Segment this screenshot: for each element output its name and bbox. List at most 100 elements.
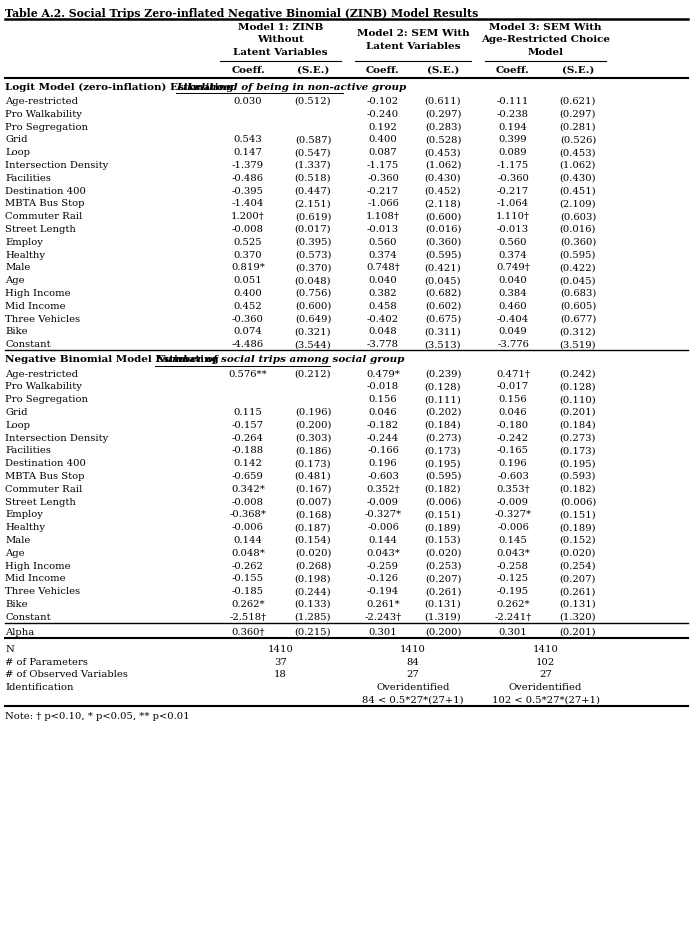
Text: -4.486: -4.486 bbox=[232, 340, 264, 349]
Text: -0.486: -0.486 bbox=[232, 173, 264, 183]
Text: 0.262*: 0.262* bbox=[231, 599, 265, 608]
Text: (0.602): (0.602) bbox=[425, 301, 461, 311]
Text: (0.131): (0.131) bbox=[560, 599, 597, 608]
Text: Coeff.: Coeff. bbox=[496, 66, 530, 75]
Text: -0.368*: -0.368* bbox=[229, 510, 267, 519]
Text: # of Observed Variables: # of Observed Variables bbox=[5, 669, 128, 679]
Text: (0.649): (0.649) bbox=[295, 314, 331, 323]
Text: (0.611): (0.611) bbox=[425, 96, 462, 106]
Text: Loop: Loop bbox=[5, 148, 30, 157]
Text: (0.453): (0.453) bbox=[425, 148, 462, 157]
Text: (0.453): (0.453) bbox=[560, 148, 596, 157]
Text: 0.384: 0.384 bbox=[499, 288, 527, 298]
Text: (0.239): (0.239) bbox=[425, 369, 462, 378]
Text: (0.273): (0.273) bbox=[425, 433, 462, 442]
Text: (0.526): (0.526) bbox=[560, 135, 596, 144]
Text: 0.560: 0.560 bbox=[369, 238, 397, 246]
Text: 0.040: 0.040 bbox=[369, 276, 397, 285]
Text: -0.603: -0.603 bbox=[367, 472, 399, 480]
Text: (0.006): (0.006) bbox=[425, 497, 461, 506]
Text: 0.261*: 0.261* bbox=[366, 599, 400, 608]
Text: (1.337): (1.337) bbox=[295, 161, 331, 169]
Text: Model 1: ZINB: Model 1: ZINB bbox=[238, 22, 323, 32]
Text: (0.207): (0.207) bbox=[425, 574, 462, 583]
Text: MBTA Bus Stop: MBTA Bus Stop bbox=[5, 472, 85, 480]
Text: (1.285): (1.285) bbox=[295, 612, 331, 622]
Text: 0.460: 0.460 bbox=[499, 301, 527, 311]
Text: -1.379: -1.379 bbox=[232, 161, 264, 169]
Text: (0.452): (0.452) bbox=[425, 186, 462, 196]
Text: -2.243†: -2.243† bbox=[365, 612, 401, 622]
Text: 1.108†: 1.108† bbox=[366, 212, 400, 221]
Text: (1.062): (1.062) bbox=[425, 161, 462, 169]
Text: (1.062): (1.062) bbox=[560, 161, 596, 169]
Text: -1.175: -1.175 bbox=[367, 161, 399, 169]
Text: (0.283): (0.283) bbox=[425, 123, 462, 131]
Text: (0.200): (0.200) bbox=[295, 420, 331, 430]
Text: (0.261): (0.261) bbox=[425, 587, 462, 595]
Text: (0.182): (0.182) bbox=[560, 484, 596, 493]
Text: 0.040: 0.040 bbox=[499, 276, 527, 285]
Text: Healthy: Healthy bbox=[5, 522, 45, 532]
Text: (0.421): (0.421) bbox=[425, 263, 462, 272]
Text: (0.182): (0.182) bbox=[425, 484, 462, 493]
Text: (0.677): (0.677) bbox=[560, 314, 596, 323]
Text: 0.144: 0.144 bbox=[234, 535, 263, 545]
Text: -0.013: -0.013 bbox=[367, 225, 399, 234]
Text: Mid Income: Mid Income bbox=[5, 574, 66, 583]
Text: (1.320): (1.320) bbox=[560, 612, 596, 622]
Text: (0.430): (0.430) bbox=[425, 173, 462, 183]
Text: (0.595): (0.595) bbox=[425, 250, 462, 259]
Text: Employ: Employ bbox=[5, 238, 43, 246]
Text: -0.217: -0.217 bbox=[497, 186, 529, 196]
Text: (0.207): (0.207) bbox=[560, 574, 596, 583]
Text: (0.152): (0.152) bbox=[560, 535, 596, 545]
Text: Three Vehicles: Three Vehicles bbox=[5, 587, 80, 595]
Text: 0.576**: 0.576** bbox=[229, 369, 267, 378]
Text: (0.173): (0.173) bbox=[560, 446, 596, 455]
Text: 0.352†: 0.352† bbox=[366, 484, 400, 493]
Text: -3.776: -3.776 bbox=[497, 340, 529, 349]
Text: (2.118): (2.118) bbox=[425, 199, 462, 208]
Text: (0.430): (0.430) bbox=[560, 173, 596, 183]
Text: 27: 27 bbox=[407, 669, 419, 679]
Text: High Income: High Income bbox=[5, 288, 71, 298]
Text: -0.240: -0.240 bbox=[367, 110, 399, 119]
Text: (0.200): (0.200) bbox=[425, 627, 462, 636]
Text: Pro Walkability: Pro Walkability bbox=[5, 110, 82, 119]
Text: Mid Income: Mid Income bbox=[5, 301, 66, 311]
Text: N: N bbox=[5, 644, 14, 653]
Text: 0.074: 0.074 bbox=[234, 327, 263, 336]
Text: (0.195): (0.195) bbox=[560, 459, 596, 468]
Text: (0.045): (0.045) bbox=[560, 276, 596, 285]
Text: Street Length: Street Length bbox=[5, 497, 76, 506]
Text: -3.778: -3.778 bbox=[367, 340, 399, 349]
Text: Destination 400: Destination 400 bbox=[5, 459, 86, 468]
Text: -0.006: -0.006 bbox=[367, 522, 399, 532]
Text: -1.404: -1.404 bbox=[232, 199, 264, 208]
Text: -1.064: -1.064 bbox=[497, 199, 529, 208]
Text: (0.573): (0.573) bbox=[295, 250, 331, 259]
Text: 0.147: 0.147 bbox=[234, 148, 263, 157]
Text: -0.402: -0.402 bbox=[367, 314, 399, 323]
Text: (0.297): (0.297) bbox=[425, 110, 462, 119]
Text: 0.360†: 0.360† bbox=[231, 627, 265, 636]
Text: -0.327*: -0.327* bbox=[365, 510, 401, 519]
Text: 0.342*: 0.342* bbox=[231, 484, 265, 493]
Text: 0.471†: 0.471† bbox=[496, 369, 530, 378]
Text: Table A.2. Social Trips Zero-inflated Negative Binomial (ZINB) Model Results: Table A.2. Social Trips Zero-inflated Ne… bbox=[5, 8, 478, 19]
Text: 0.048: 0.048 bbox=[369, 327, 397, 336]
Text: Model: Model bbox=[527, 48, 563, 57]
Text: -0.008: -0.008 bbox=[232, 225, 264, 234]
Text: 0.748†: 0.748† bbox=[366, 263, 400, 272]
Text: (0.045): (0.045) bbox=[425, 276, 462, 285]
Text: (0.189): (0.189) bbox=[560, 522, 596, 532]
Text: Intersection Density: Intersection Density bbox=[5, 433, 108, 442]
Text: Overidentified: Overidentified bbox=[376, 682, 450, 692]
Text: 0.399: 0.399 bbox=[499, 135, 527, 144]
Text: 0.046: 0.046 bbox=[369, 407, 397, 417]
Text: (2.151): (2.151) bbox=[295, 199, 331, 208]
Text: -0.017: -0.017 bbox=[497, 382, 529, 391]
Text: (0.422): (0.422) bbox=[560, 263, 596, 272]
Text: -2.241†: -2.241† bbox=[494, 612, 532, 622]
